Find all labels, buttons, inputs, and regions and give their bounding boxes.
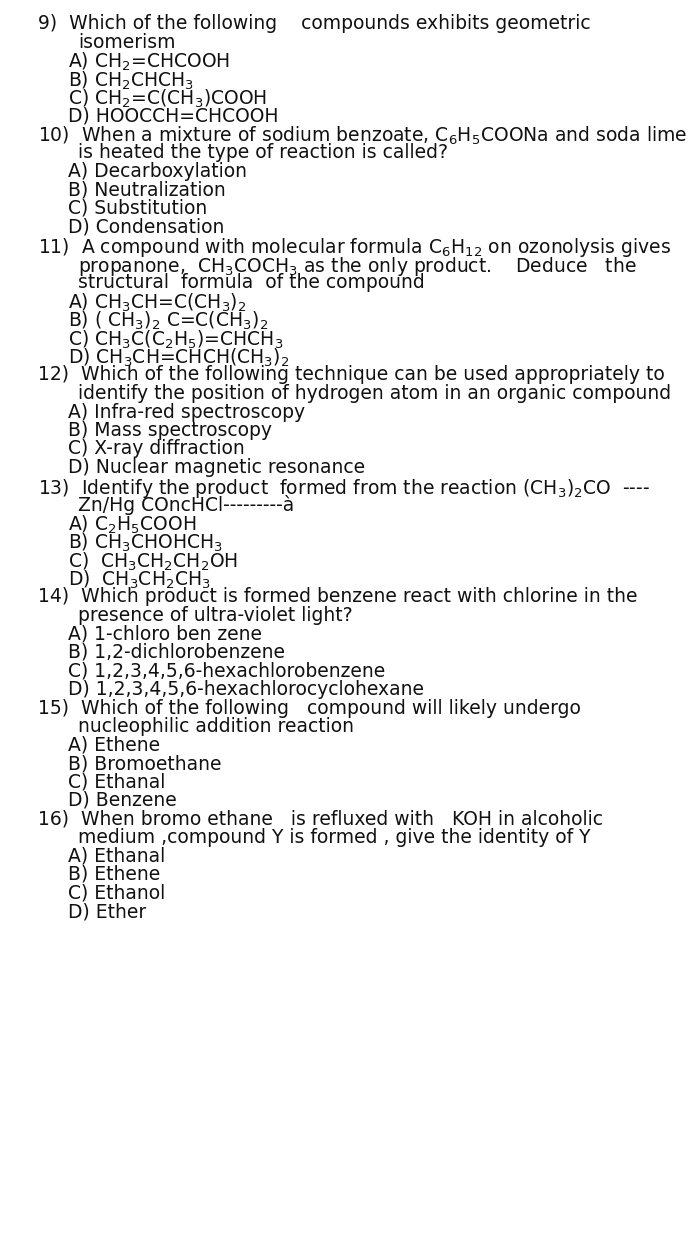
Text: 16)  When bromo ethane   is refluxed with   KOH in alcoholic: 16) When bromo ethane is refluxed with K… — [38, 809, 603, 828]
Text: C) Ethanol: C) Ethanol — [68, 884, 165, 902]
Text: 13)  Identify the product  formed from the reaction (CH$_{3}$)$_{2}$CO  ----: 13) Identify the product formed from the… — [38, 477, 650, 499]
Text: A) C$_{2}$H$_{5}$COOH: A) C$_{2}$H$_{5}$COOH — [68, 513, 196, 536]
Text: propanone,  CH$_{3}$COCH$_{3}$ as the only product.    Deduce   the: propanone, CH$_{3}$COCH$_{3}$ as the onl… — [78, 255, 636, 277]
Text: C) Substitution: C) Substitution — [68, 200, 207, 218]
Text: A) Ethanal: A) Ethanal — [68, 847, 165, 866]
Text: Zn/Hg COncHCl---------à: Zn/Hg COncHCl---------à — [78, 494, 294, 515]
Text: B) Neutralization: B) Neutralization — [68, 181, 225, 200]
Text: B) Bromoethane: B) Bromoethane — [68, 754, 221, 773]
Text: D)  CH$_{3}$CH$_{2}$CH$_{3}$: D) CH$_{3}$CH$_{2}$CH$_{3}$ — [68, 569, 211, 591]
Text: C) CH$_{2}$=C(CH$_{3}$)COOH: C) CH$_{2}$=C(CH$_{3}$)COOH — [68, 88, 267, 110]
Text: nucleophilic addition reaction: nucleophilic addition reaction — [78, 717, 354, 735]
Text: D) 1,2,3,4,5,6-hexachlorocyclohexane: D) 1,2,3,4,5,6-hexachlorocyclohexane — [68, 680, 424, 699]
Text: structural  formula  of the compound: structural formula of the compound — [78, 274, 425, 292]
Text: 14)  Which product is formed benzene react with chlorine in the: 14) Which product is formed benzene reac… — [38, 587, 638, 606]
Text: isomerism: isomerism — [78, 33, 176, 51]
Text: 11)  A compound with molecular formula C$_{6}$H$_{12}$ on ozonolysis gives: 11) A compound with molecular formula C$… — [38, 236, 671, 259]
Text: A) 1-chloro ben zene: A) 1-chloro ben zene — [68, 625, 262, 644]
Text: A) CH$_{3}$CH=C(CH$_{3}$)$_{2}$: A) CH$_{3}$CH=C(CH$_{3}$)$_{2}$ — [68, 291, 246, 314]
Text: 15)  Which of the following   compound will likely undergo: 15) Which of the following compound will… — [38, 699, 581, 718]
Text: C) 1,2,3,4,5,6-hexachlorobenzene: C) 1,2,3,4,5,6-hexachlorobenzene — [68, 661, 385, 680]
Text: A) CH$_{2}$=CHCOOH: A) CH$_{2}$=CHCOOH — [68, 51, 230, 73]
Text: D) Benzene: D) Benzene — [68, 791, 176, 809]
Text: A) Decarboxylation: A) Decarboxylation — [68, 162, 247, 181]
Text: B) Mass spectroscopy: B) Mass spectroscopy — [68, 420, 272, 441]
Text: 10)  When a mixture of sodium benzoate, C$_{6}$H$_{5}$COONa and soda lime: 10) When a mixture of sodium benzoate, C… — [38, 126, 687, 147]
Text: B) ( CH$_{3}$)$_{2}$ C=C(CH$_{3}$)$_{2}$: B) ( CH$_{3}$)$_{2}$ C=C(CH$_{3}$)$_{2}$ — [68, 310, 268, 333]
Text: 12)  Which of the following technique can be used appropriately to: 12) Which of the following technique can… — [38, 365, 665, 384]
Text: A) Infra-red spectroscopy: A) Infra-red spectroscopy — [68, 403, 305, 422]
Text: D) HOOCCH=CHCOOH: D) HOOCCH=CHCOOH — [68, 107, 279, 126]
Text: C) Ethanal: C) Ethanal — [68, 773, 165, 792]
Text: B) CH$_{3}$CHOHCH$_{3}$: B) CH$_{3}$CHOHCH$_{3}$ — [68, 532, 223, 555]
Text: C)  CH$_{3}$CH$_{2}$CH$_{2}$OH: C) CH$_{3}$CH$_{2}$CH$_{2}$OH — [68, 551, 238, 572]
Text: A) Ethene: A) Ethene — [68, 735, 160, 754]
Text: 9)  Which of the following    compounds exhibits geometric: 9) Which of the following compounds exhi… — [38, 14, 591, 33]
Text: D) Ether: D) Ether — [68, 902, 146, 921]
Text: presence of ultra-violet light?: presence of ultra-violet light? — [78, 606, 353, 625]
Text: D) Condensation: D) Condensation — [68, 217, 225, 236]
Text: D) CH$_{3}$CH=CHCH(CH$_{3}$)$_{2}$: D) CH$_{3}$CH=CHCH(CH$_{3}$)$_{2}$ — [68, 346, 290, 369]
Text: identify the position of hydrogen atom in an organic compound: identify the position of hydrogen atom i… — [78, 384, 671, 403]
Text: medium ,compound Y is formed , give the identity of Y: medium ,compound Y is formed , give the … — [78, 828, 591, 847]
Text: D) Nuclear magnetic resonance: D) Nuclear magnetic resonance — [68, 458, 365, 477]
Text: C) X-ray diffraction: C) X-ray diffraction — [68, 439, 245, 458]
Text: B) CH$_{2}$CHCH$_{3}$: B) CH$_{2}$CHCH$_{3}$ — [68, 69, 194, 92]
Text: C) CH$_{3}$C(C$_{2}$H$_{5}$)=CHCH$_{3}$: C) CH$_{3}$C(C$_{2}$H$_{5}$)=CHCH$_{3}$ — [68, 329, 284, 351]
Text: B) 1,2-dichlorobenzene: B) 1,2-dichlorobenzene — [68, 643, 285, 661]
Text: is heated the type of reaction is called?: is heated the type of reaction is called… — [78, 143, 448, 162]
Text: B) Ethene: B) Ethene — [68, 865, 160, 884]
